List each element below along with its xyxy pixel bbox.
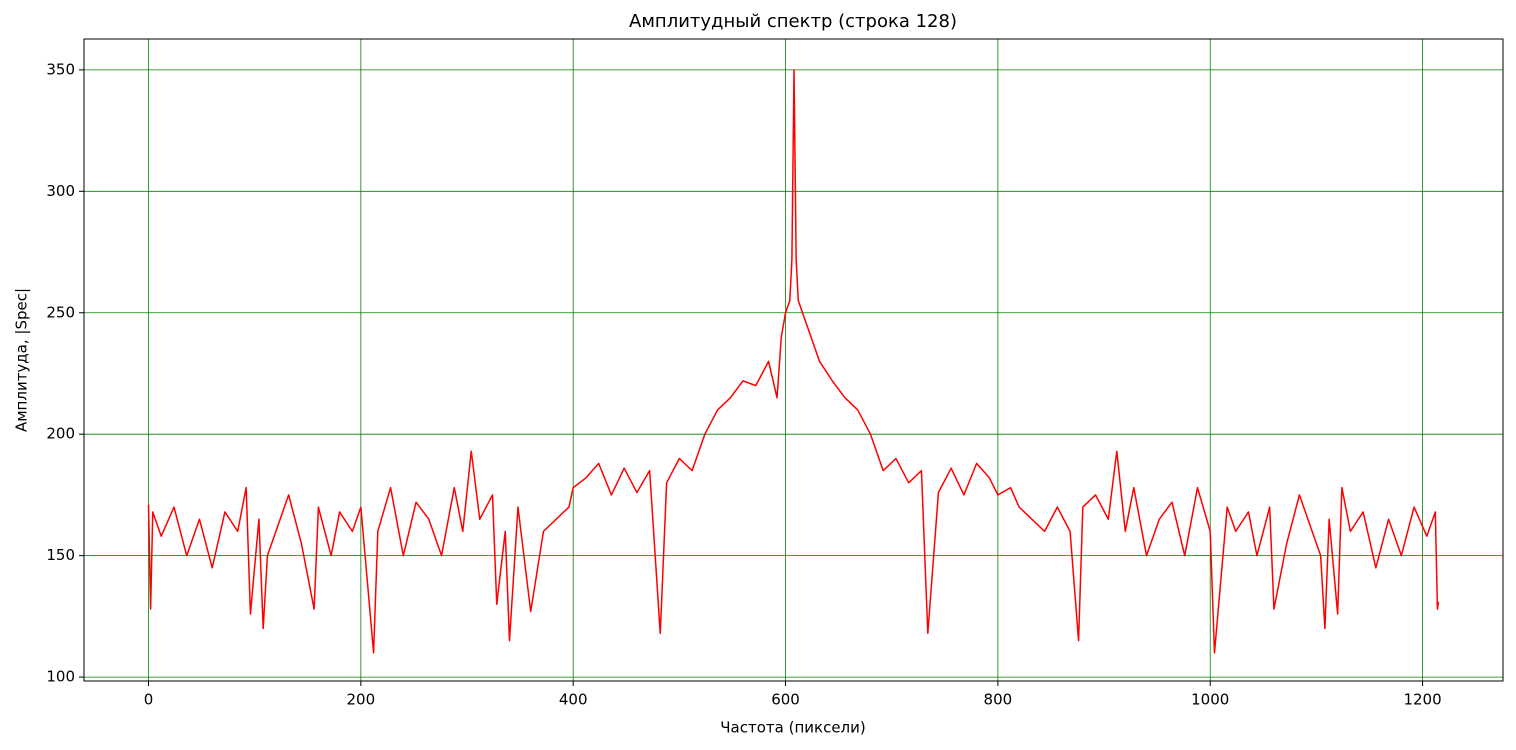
x-tick-label: 1200 <box>1403 691 1441 709</box>
y-tick-label: 300 <box>46 182 75 200</box>
x-tick-label: 400 <box>559 691 588 709</box>
x-tick-label: 1000 <box>1191 691 1229 709</box>
line-series <box>147 69 1440 654</box>
x-axis-label: Частота (пиксели) <box>720 719 865 737</box>
x-tick-label: 0 <box>144 691 154 709</box>
y-tick-label: 250 <box>46 303 75 321</box>
y-tick-label: 100 <box>46 668 75 686</box>
x-tick-label: 200 <box>347 691 376 709</box>
x-tick-label: 800 <box>984 691 1013 709</box>
y-tick-label: 150 <box>46 546 75 564</box>
y-axis-label: Амплитуда, |Spec| <box>13 288 31 432</box>
y-tick-label: 350 <box>46 60 75 78</box>
y-tick-label: 200 <box>46 425 75 443</box>
chart-title: Амплитудный спектр (строка 128) <box>629 11 957 32</box>
plot-frame <box>83 38 1504 682</box>
x-tick-label: 600 <box>771 691 800 709</box>
